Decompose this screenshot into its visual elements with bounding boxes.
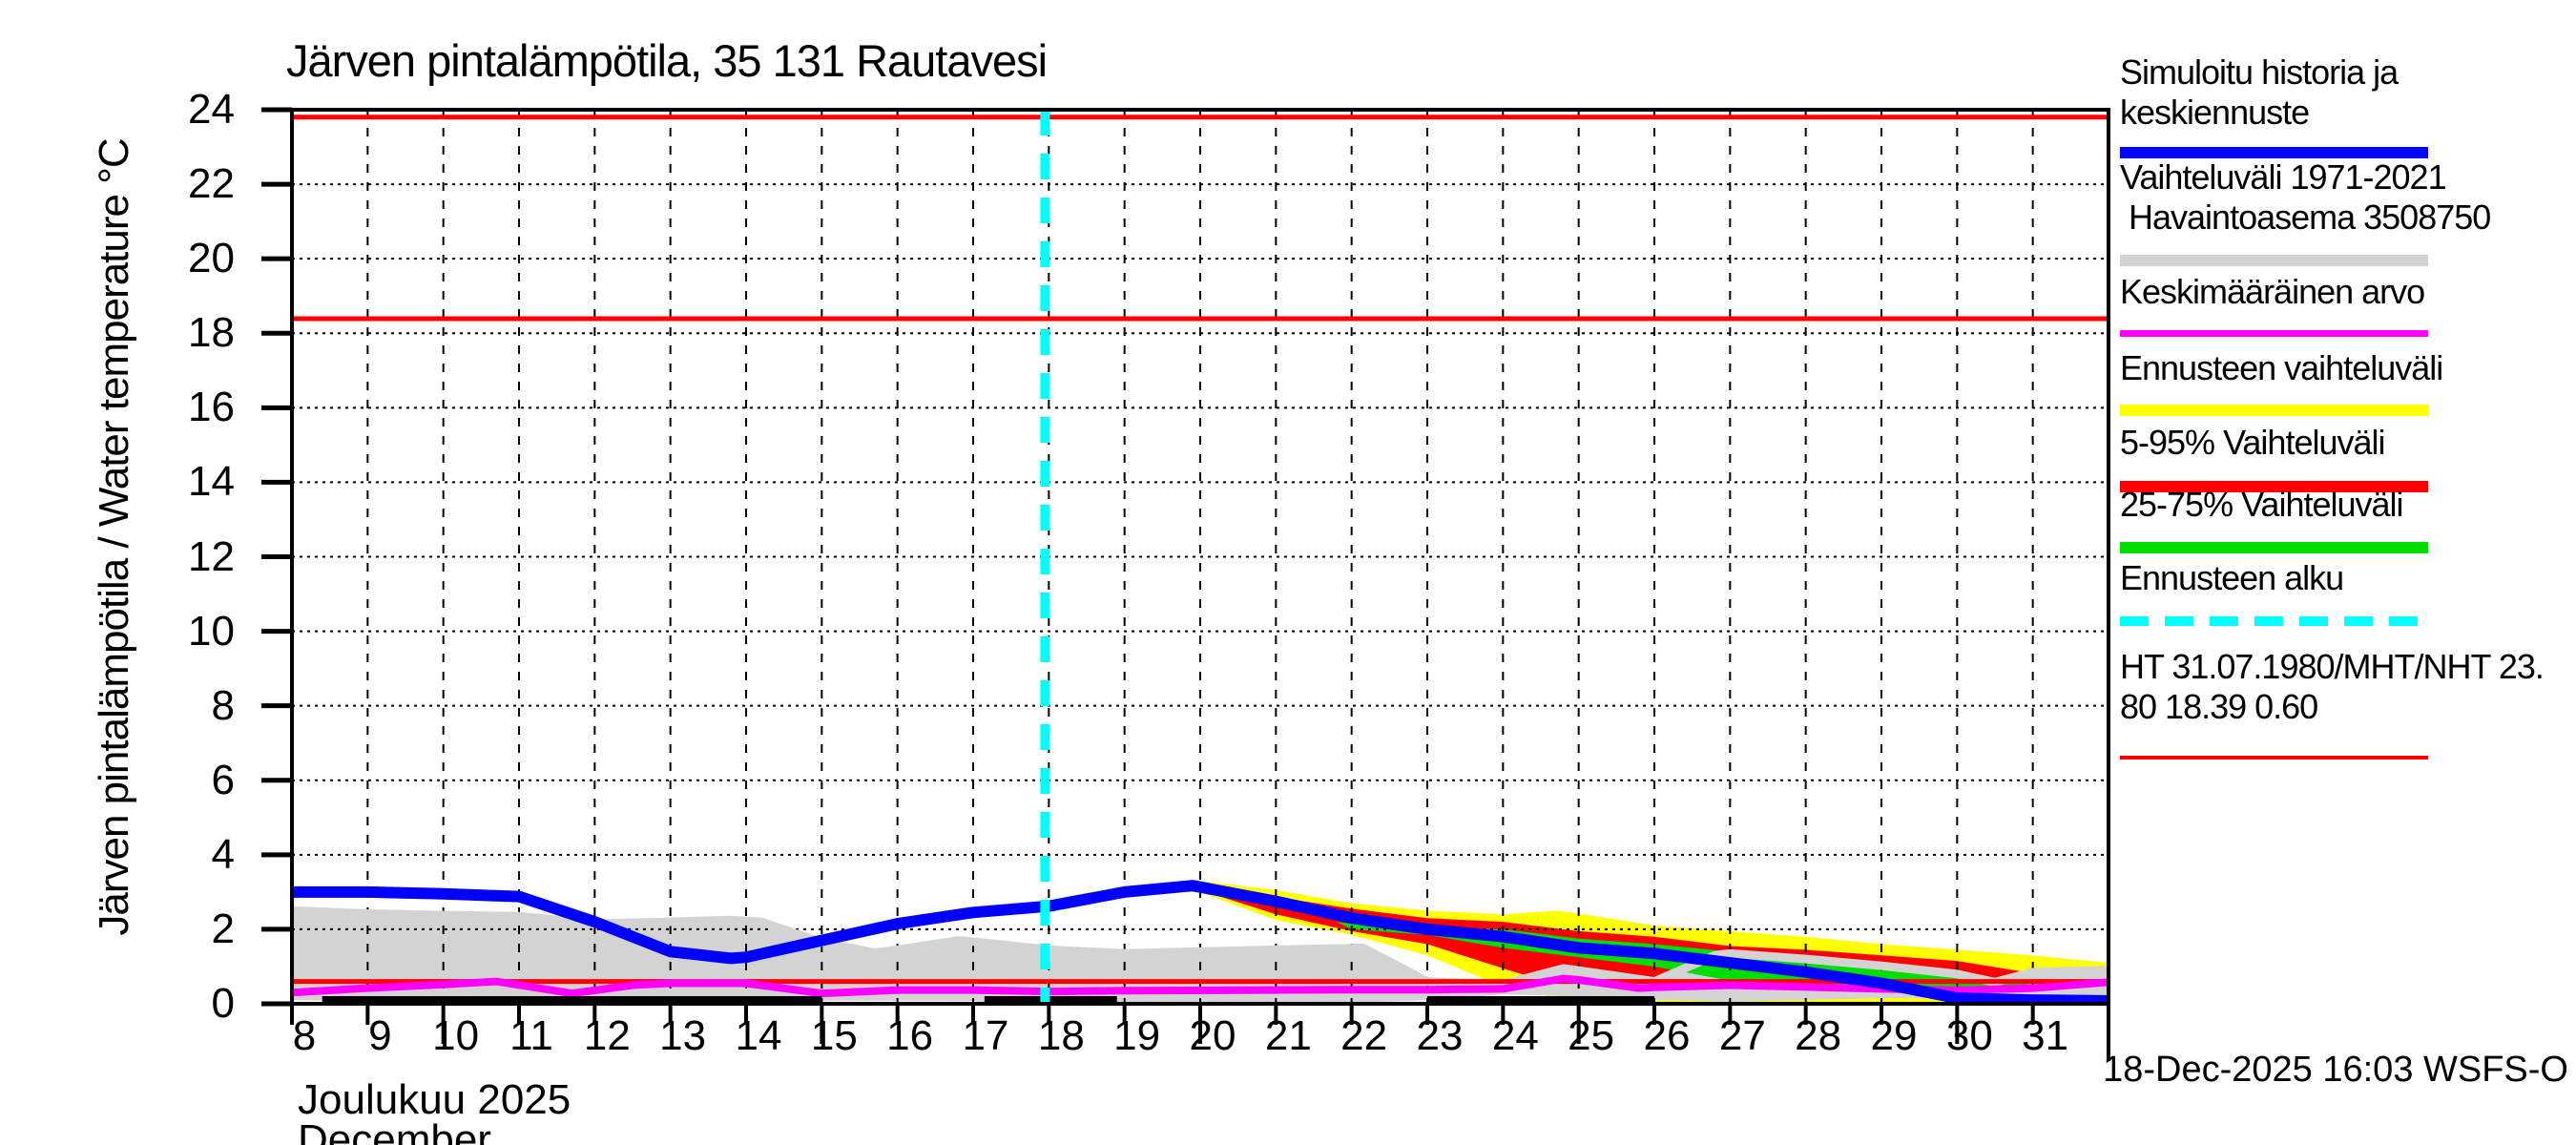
x-tick-label: 11 — [509, 1012, 553, 1059]
legend-label: Havaintoasema 3508750 — [2120, 198, 2491, 237]
y-tick-label: 24 — [188, 86, 235, 133]
legend-entry-ht-reference: HT 31.07.1980/MHT/NHT 23. 80 18.39 0.60 — [2120, 647, 2568, 760]
x-tick-label: 10 — [432, 1012, 480, 1059]
x-tick-label: 23 — [1416, 1012, 1464, 1059]
x-tick-label: 31 — [2022, 1012, 2069, 1059]
legend-label: Vaihteluväli 1971-2021 — [2120, 157, 2447, 197]
simulated-history-line — [292, 880, 2109, 1004]
x-tick-label: 15 — [810, 1012, 858, 1059]
legend-label: Keskimääräinen arvo — [2120, 272, 2425, 311]
legend-sample-ht-reference — [2120, 756, 2428, 760]
y-tick-label: 10 — [188, 607, 235, 655]
legend-label: 25-75% Vaihteluväli — [2120, 485, 2404, 524]
plot-area — [292, 110, 2109, 1004]
legend-entry-mean-value: Keskimääräinen arvo — [2120, 272, 2568, 337]
x-tick-label: 18 — [1037, 1012, 1085, 1059]
y-tick-label: 8 — [211, 681, 235, 729]
legend-label: Ennusteen vaihteluväli — [2120, 348, 2443, 387]
legend-sample-mean-value — [2120, 330, 2428, 337]
x-tick-label: 14 — [735, 1012, 782, 1059]
long-term-average-line — [292, 974, 2109, 998]
legend-sample-forecast-range — [2120, 405, 2428, 416]
legend-entry-range-5-95: 5-95% Vaihteluväli — [2120, 423, 2568, 492]
legend-entry-forecast-start: Ennusteen alku — [2120, 558, 2568, 626]
legend-entry-range-25-75: 25-75% Vaihteluväli — [2120, 485, 2568, 553]
legend-entry-observed-range: Vaihteluväli 1971-2021 Havaintoasema 350… — [2120, 157, 2568, 266]
y-tick-label: 14 — [188, 458, 235, 506]
legend-entry-forecast-range: Ennusteen vaihteluväli — [2120, 348, 2568, 416]
x-tick-label: 16 — [886, 1012, 934, 1059]
legend-sample-range-25-75 — [2120, 542, 2428, 553]
x-tick-label: 26 — [1643, 1012, 1691, 1059]
observed-range-upper-edge — [292, 906, 2109, 989]
y-tick-label: 22 — [188, 160, 235, 208]
legend-label: Simuloitu historia ja — [2120, 52, 2399, 92]
y-tick-label: 6 — [211, 756, 235, 803]
y-tick-label: 4 — [211, 830, 235, 878]
x-tick-label: 13 — [659, 1012, 707, 1059]
legend-label: keskiennuste — [2120, 93, 2310, 132]
x-tick-label: 27 — [1718, 1012, 1766, 1059]
x-tick-label: 22 — [1340, 1012, 1388, 1059]
x-axis-label-english: December — [298, 1116, 491, 1145]
x-tick-label: 8 — [292, 1012, 317, 1059]
x-tick-label: 28 — [1795, 1012, 1842, 1059]
legend-label: Ennusteen alku — [2120, 558, 2344, 597]
x-tick-label: 20 — [1189, 1012, 1236, 1059]
x-tick-label: 19 — [1113, 1012, 1161, 1059]
y-tick-label: 18 — [188, 309, 235, 357]
x-tick-label: 12 — [583, 1012, 631, 1059]
x-tick-label: 24 — [1491, 1012, 1539, 1059]
chart-title: Järven pintalämpötila, 35 131 Rautavesi — [286, 35, 1048, 86]
x-tick-label: 21 — [1264, 1012, 1312, 1059]
y-tick-label: 16 — [188, 384, 235, 431]
x-tick-label: 9 — [368, 1012, 392, 1059]
legend-entry-simulated-history: Simuloitu historia ja keskiennuste — [2120, 52, 2568, 158]
legend-label: 80 18.39 0.60 — [2120, 687, 2318, 726]
y-tick-label: 12 — [188, 532, 235, 580]
legend-label: HT 31.07.1980/MHT/NHT 23. — [2120, 647, 2545, 686]
legend-sample-simulated-history — [2120, 147, 2428, 158]
x-tick-label: 29 — [1870, 1012, 1918, 1059]
x-tick-label: 30 — [1945, 1012, 1993, 1059]
legend-sample-observed-range — [2120, 255, 2428, 266]
x-axis-label-finnish: Joulukuu 2025 — [298, 1076, 571, 1123]
y-tick-label: 2 — [211, 905, 235, 952]
y-tick-label: 20 — [188, 235, 235, 282]
legend-label: 5-95% Vaihteluväli — [2120, 423, 2386, 462]
x-tick-label: 25 — [1568, 1012, 1615, 1059]
y-tick-label: 0 — [211, 980, 235, 1027]
x-tick-label: 17 — [962, 1012, 1009, 1059]
legend-sample-range-5-95 — [2120, 481, 2428, 492]
legend-sample-forecast-start — [2120, 616, 2428, 626]
timestamp-watermark: 18-Dec-2025 16:03 WSFS-O — [2103, 1050, 2568, 1090]
